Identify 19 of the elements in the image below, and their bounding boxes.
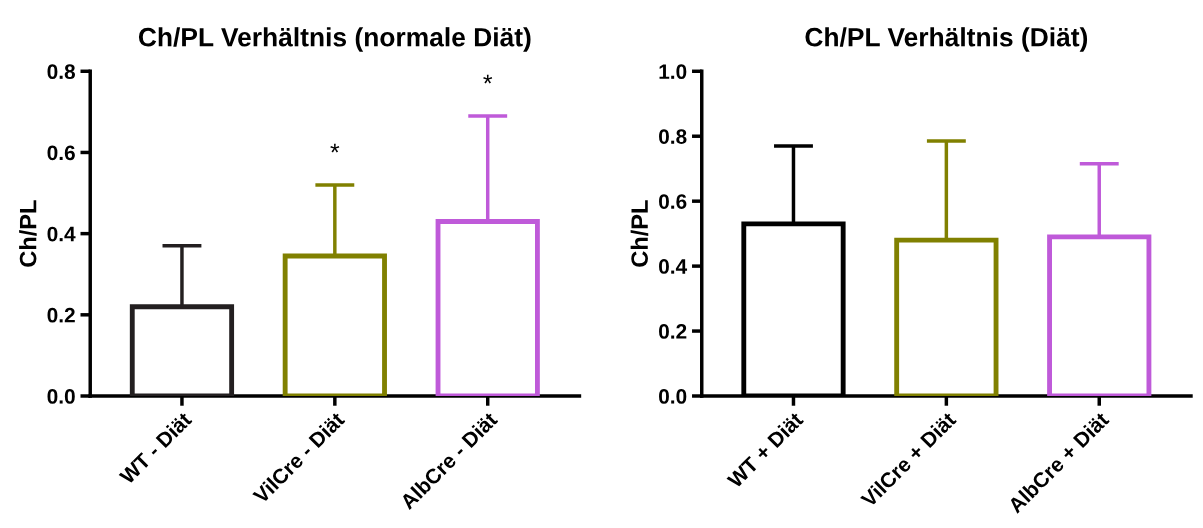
y-tick-label: 0.0: [47, 389, 75, 404]
y-tick-label: 0.6: [659, 194, 687, 209]
y-tick-label: 0.2: [659, 324, 687, 339]
y-tick-label: 0.8: [47, 64, 76, 80]
y-tick-label: 0.6: [47, 145, 75, 161]
y-tick-label: 0.4: [47, 226, 76, 242]
annotation: *: [330, 143, 340, 153]
y-axis-title: Ch/PL: [19, 200, 37, 267]
y-axis-title: Ch/PL: [630, 200, 649, 267]
y-tick-label: 1.0: [659, 64, 687, 80]
y-tick-label: 0.8: [659, 129, 687, 144]
x-tick-label: WT - Diät: [118, 410, 193, 486]
chart-title: Ch/PL Verhältnis (normale Diät): [138, 27, 531, 52]
y-tick-label: 0.0: [659, 389, 687, 404]
y-tick-label: 0.4: [659, 259, 688, 274]
y-tick-label: 0.2: [47, 307, 75, 323]
annotation: *: [483, 74, 493, 84]
chart-title: Ch/PL Verhältnis (Diät): [805, 27, 1088, 52]
x-tick-label: WT + Diät: [725, 410, 805, 489]
